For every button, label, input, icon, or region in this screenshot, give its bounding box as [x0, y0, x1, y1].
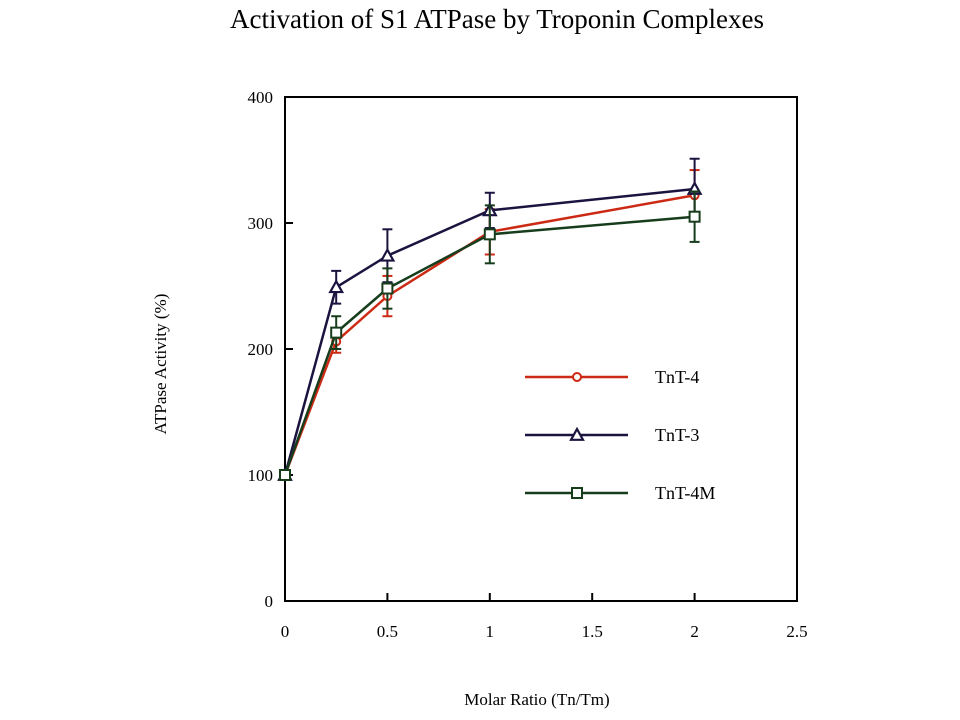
x-tick-label: 1	[486, 622, 495, 641]
y-tick-label: 300	[248, 214, 274, 233]
y-axis: 0 100 200 300 400	[248, 88, 293, 611]
x-tick-label: 1.5	[582, 622, 603, 641]
data-point	[279, 469, 291, 481]
series-layer	[277, 157, 703, 481]
y-tick-label: 400	[248, 88, 274, 107]
data-point	[328, 278, 345, 294]
x-tick-label: 2	[690, 622, 699, 641]
series-tnt-4m	[279, 190, 701, 481]
legend-label: TnT-4M	[655, 483, 715, 503]
data-point	[330, 326, 343, 339]
x-tick-label: 0.5	[377, 622, 398, 641]
legend-item-tnt-4: TnT-4	[525, 367, 699, 387]
x-tick-label: 2.5	[786, 622, 807, 641]
legend-marker	[571, 487, 583, 499]
legend-marker	[569, 426, 585, 441]
data-point	[381, 282, 394, 295]
y-tick-label: 100	[248, 466, 274, 485]
y-tick-label: 200	[248, 340, 274, 359]
legend-item-tnt-4m: TnT-4M	[525, 483, 715, 503]
chart-title: Activation of S1 ATPase by Troponin Comp…	[230, 4, 764, 34]
data-point	[483, 228, 496, 241]
legend-label: TnT-4	[655, 367, 699, 387]
data-point	[688, 210, 701, 223]
y-tick-label: 0	[265, 592, 274, 611]
legend: TnT-4 TnT-3 TnT-4M	[525, 367, 715, 503]
x-tick-label: 0	[281, 622, 290, 641]
legend-item-tnt-3: TnT-3	[525, 425, 699, 445]
legend-label: TnT-3	[655, 425, 699, 445]
plot-frame	[284, 96, 798, 602]
x-axis: 0 0.5 1 1.5 2 2.5	[281, 593, 808, 641]
y-axis-label: ATPase Activity (%)	[151, 294, 170, 435]
data-point	[379, 247, 396, 262]
x-axis-label: Molar Ratio (Tn/Tm)	[464, 690, 609, 709]
legend-marker	[572, 372, 582, 382]
